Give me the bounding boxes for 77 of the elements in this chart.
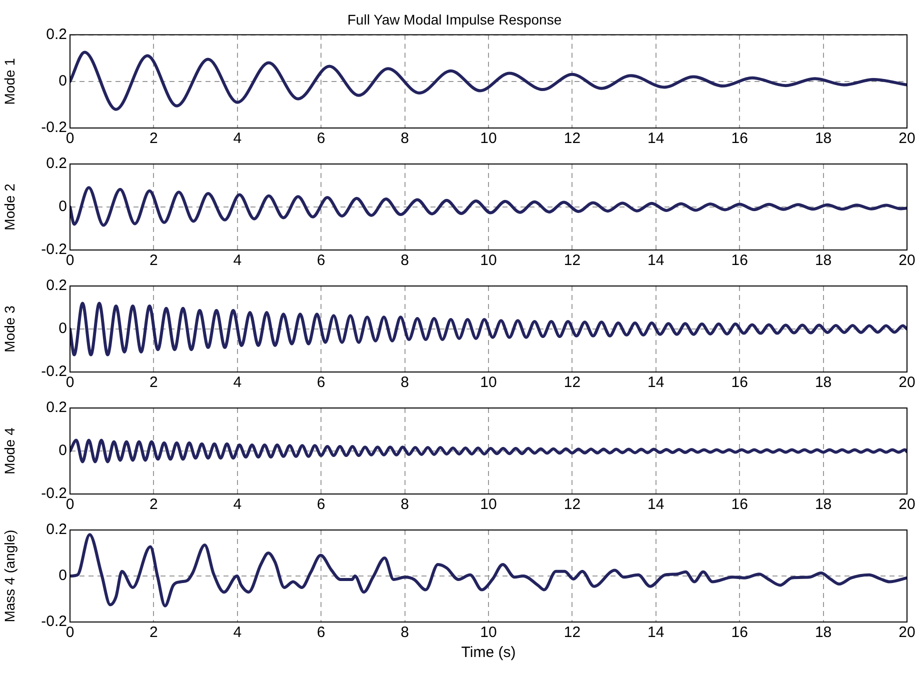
y-tick-label: 0 xyxy=(58,320,67,338)
x-tick-label: 2 xyxy=(150,624,158,642)
x-tick-label: 20 xyxy=(898,252,916,270)
x-tick-label: 4 xyxy=(233,624,242,642)
y-axis-title: Mass 4 (angle) xyxy=(1,530,18,622)
x-tick-label: 6 xyxy=(316,496,326,514)
x-tick-label: 12 xyxy=(564,496,581,514)
x-tick-label: 6 xyxy=(316,374,326,392)
y-tick-label: -0.2 xyxy=(41,363,67,380)
x-tick-label: 16 xyxy=(731,624,748,642)
y-tick-label: 0 xyxy=(58,198,67,216)
y-tick-label: -0.2 xyxy=(41,241,67,258)
x-tick-label: 10 xyxy=(480,496,497,514)
x-tick-label: 20 xyxy=(898,374,916,392)
x-tick-label: 6 xyxy=(316,252,326,270)
x-tick-label: 4 xyxy=(233,374,242,392)
x-tick-label: 20 xyxy=(898,130,916,148)
x-tick-label: 10 xyxy=(480,374,497,392)
y-axis-title: Mode 2 xyxy=(1,183,18,230)
y-tick-label: 0.2 xyxy=(46,277,67,294)
line-series xyxy=(70,186,907,227)
x-tick-label: 18 xyxy=(814,130,832,148)
x-tick-label: 2 xyxy=(150,374,158,392)
x-tick-label: 14 xyxy=(648,374,664,392)
y-tick-label: -0.2 xyxy=(41,613,67,630)
x-tick-label: 14 xyxy=(648,130,664,148)
x-tick-label: 8 xyxy=(400,374,409,392)
x-tick-label: 8 xyxy=(400,624,409,642)
y-tick-label: 0.2 xyxy=(46,521,67,538)
y-tick-label: 0 xyxy=(58,567,67,584)
y-tick-label: 0.2 xyxy=(46,155,67,172)
x-tick-label: 10 xyxy=(480,130,497,148)
line-series xyxy=(70,50,907,111)
y-axis-title: Mode 4 xyxy=(1,427,18,474)
chart-title: Full Yaw Modal Impulse Response xyxy=(347,11,562,28)
x-tick-label: 16 xyxy=(731,374,748,392)
x-tick-label: 2 xyxy=(150,130,158,148)
x-tick-label: 18 xyxy=(814,374,832,392)
y-tick-label: 0.2 xyxy=(46,26,67,43)
x-tick-label: 6 xyxy=(316,624,326,642)
y-axis-title: Mode 1 xyxy=(1,58,18,105)
x-tick-label: 12 xyxy=(564,374,581,392)
x-tick-label: 12 xyxy=(564,252,581,270)
x-tick-label: 14 xyxy=(648,624,664,642)
line-series xyxy=(70,533,907,608)
x-tick-label: 10 xyxy=(480,252,497,270)
x-axis-title: Time (s) xyxy=(461,644,516,662)
y-tick-label: -0.2 xyxy=(41,485,67,502)
x-tick-label: 12 xyxy=(564,624,581,642)
x-tick-label: 18 xyxy=(814,252,832,270)
line-series xyxy=(70,302,907,356)
x-tick-label: 8 xyxy=(400,496,409,514)
y-tick-label: -0.2 xyxy=(41,119,67,136)
x-tick-label: 2 xyxy=(150,496,158,514)
x-tick-label: 14 xyxy=(648,252,664,270)
x-tick-label: 20 xyxy=(898,624,916,642)
x-tick-label: 18 xyxy=(814,624,832,642)
x-tick-label: 4 xyxy=(233,496,242,514)
x-tick-label: 16 xyxy=(731,252,748,270)
x-tick-label: 2 xyxy=(150,252,158,270)
x-tick-label: 16 xyxy=(731,130,748,148)
x-tick-label: 10 xyxy=(480,624,497,642)
x-tick-label: 14 xyxy=(648,496,664,514)
line-series xyxy=(70,438,907,464)
x-tick-label: 20 xyxy=(898,496,916,514)
y-tick-label: 0 xyxy=(58,442,67,460)
x-tick-label: 6 xyxy=(316,130,326,148)
x-tick-label: 8 xyxy=(400,130,409,148)
x-tick-label: 18 xyxy=(814,496,832,514)
x-tick-label: 12 xyxy=(564,130,581,148)
x-tick-label: 16 xyxy=(731,496,748,514)
y-tick-label: 0 xyxy=(58,72,67,90)
x-tick-label: 4 xyxy=(233,252,242,270)
y-axis-title: Mode 3 xyxy=(1,305,18,352)
x-tick-label: 8 xyxy=(400,252,409,270)
x-tick-label: 4 xyxy=(233,130,242,148)
y-tick-label: 0.2 xyxy=(46,399,67,416)
